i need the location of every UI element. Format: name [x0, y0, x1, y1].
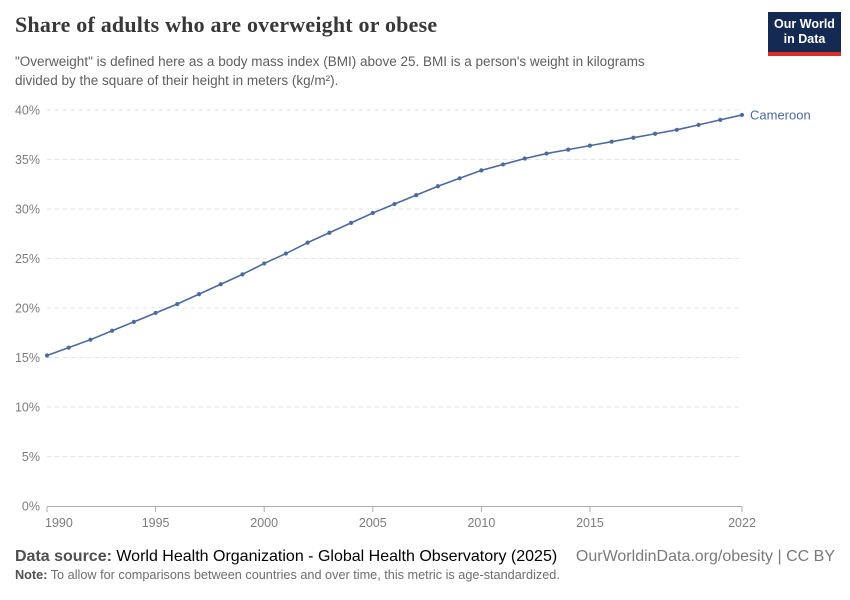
- data-point[interactable]: [44, 353, 50, 358]
- data-point[interactable]: [283, 251, 289, 256]
- data-point[interactable]: [739, 112, 745, 118]
- chart-canvas: 0% 5% 10% 15% 20% 25% 30% 35% 40% 1990 1995 2000 200…: [15, 104, 811, 531]
- data-point[interactable]: [544, 151, 549, 156]
- chart-subtitle-line1: "Overweight" is defined here as a body m…: [15, 54, 645, 69]
- footer-rights-link[interactable]: OurWorldinData.org/obesity | CC BY: [575, 548, 835, 565]
- data-point[interactable]: [414, 193, 419, 198]
- data-point[interactable]: [500, 162, 506, 167]
- footer-source-row: Data source: World Health Organization -…: [15, 548, 835, 566]
- footer-note-row: Note: To allow for comparisons between c…: [15, 568, 835, 582]
- chart-subtitle: "Overweight" is defined here as a body m…: [15, 52, 645, 90]
- y-axis-tick-label: 20%: [15, 302, 40, 316]
- footer-note-text: To allow for comparisons between countri…: [47, 568, 560, 582]
- data-point[interactable]: [348, 220, 354, 225]
- owid-logo-line2: in Data: [783, 32, 826, 46]
- data-point[interactable]: [66, 345, 71, 350]
- footer-source[interactable]: Data source: World Health Organization -…: [15, 548, 557, 566]
- y-axis-tick-label: 30%: [15, 203, 40, 217]
- chart-subtitle-line2: divided by the square of their height in…: [15, 73, 339, 88]
- data-point[interactable]: [653, 131, 658, 136]
- data-point[interactable]: [522, 156, 527, 161]
- data-point[interactable]: [305, 240, 310, 245]
- x-axis-tick-label: 1990: [45, 516, 73, 530]
- y-axis-tick-label: 40%: [15, 104, 40, 118]
- data-point[interactable]: [587, 143, 593, 148]
- data-point[interactable]: [435, 184, 441, 189]
- series-label-cameroon[interactable]: Cameroon: [750, 107, 811, 122]
- data-point[interactable]: [218, 282, 223, 287]
- data-point[interactable]: [392, 201, 397, 207]
- data-point[interactable]: [240, 272, 245, 277]
- y-axis-tick-label: 10%: [15, 401, 40, 415]
- data-point[interactable]: [631, 135, 636, 140]
- y-axis-tick-label: 35%: [15, 153, 40, 167]
- data-point[interactable]: [696, 122, 701, 127]
- x-axis-tick-label: 1995: [142, 516, 170, 530]
- data-point[interactable]: [457, 176, 462, 181]
- data-point[interactable]: [674, 127, 679, 132]
- x-axis-tick-label: 2022: [728, 516, 756, 530]
- y-axis-tick-label: 5%: [22, 450, 40, 464]
- x-axis-tick-label: 2015: [576, 516, 604, 530]
- data-point[interactable]: [131, 319, 136, 324]
- y-axis-tick-label: 15%: [15, 351, 40, 365]
- chart-title: Share of adults who are overweight or ob…: [15, 12, 438, 37]
- x-axis-tick-label: 2010: [467, 516, 495, 530]
- data-point[interactable]: [153, 310, 158, 316]
- data-point[interactable]: [175, 301, 180, 307]
- line-chart: 0% 5% 10% 15% 20% 25% 30% 35% 40% 1990 1995 2000 200…: [0, 95, 850, 545]
- y-axis-tick-label: 0%: [22, 500, 40, 514]
- x-axis-tick-label: 2005: [359, 516, 387, 530]
- owid-logo-line1: Our World: [774, 17, 835, 31]
- data-point[interactable]: [327, 230, 332, 235]
- data-point[interactable]: [370, 210, 375, 216]
- footer-note-label: Note:: [15, 568, 48, 582]
- y-axis-tick-label: 25%: [15, 252, 40, 266]
- data-point[interactable]: [196, 292, 202, 297]
- data-point[interactable]: [479, 168, 484, 173]
- data-point[interactable]: [718, 117, 723, 122]
- trend-line[interactable]: [46, 114, 743, 357]
- data-point[interactable]: [110, 328, 115, 333]
- x-axis-tick-label: 2000: [250, 516, 278, 530]
- data-point[interactable]: [88, 337, 93, 342]
- owid-logo[interactable]: Our World in Data: [768, 12, 841, 56]
- data-point[interactable]: [262, 261, 267, 266]
- data-point[interactable]: [609, 139, 614, 144]
- footer-source-label: Data source:: [15, 548, 112, 565]
- footer-source-text[interactable]: World Health Organization - Global Healt…: [111, 548, 558, 565]
- data-point[interactable]: [566, 147, 571, 152]
